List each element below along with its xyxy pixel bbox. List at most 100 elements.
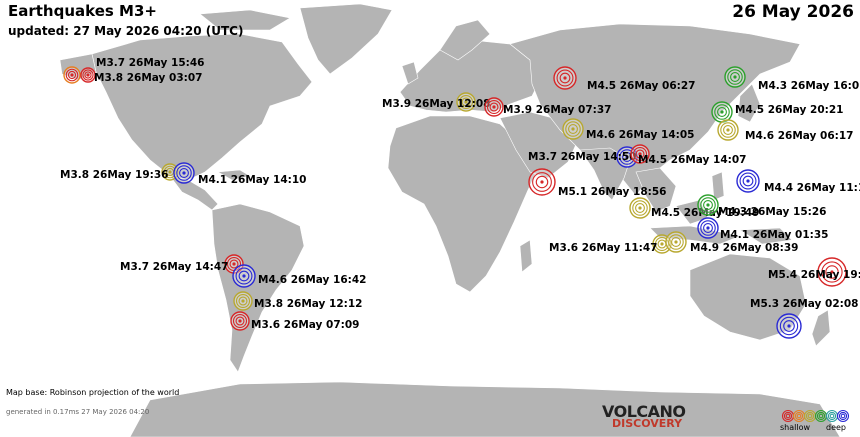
legend-shallow-label: shallow <box>780 423 811 432</box>
generated-note: generated in 0.17ms 27 May 2026 04:20 <box>6 408 150 416</box>
greenland <box>299 3 393 75</box>
quake-label: M3.6 26May 11:47 <box>549 242 657 254</box>
quake-label: M5.3 26May 02:08 <box>750 298 858 310</box>
quake-marker[interactable]: M4.1 26May 01:35 <box>697 217 828 241</box>
quake-ring <box>238 296 248 306</box>
quake-marker[interactable]: M4.3 26May 16:01 <box>724 66 860 92</box>
quake-marker[interactable]: M3.9 26May 07:37 <box>484 97 611 117</box>
quake-center <box>733 75 737 79</box>
quake-ring <box>235 293 251 309</box>
quake-ring <box>65 68 79 82</box>
south-america <box>211 203 305 373</box>
quake-ring <box>720 122 736 138</box>
legend-depth-ring <box>794 411 804 421</box>
quake-marker[interactable]: M3.8 26May 19:36 <box>60 163 179 181</box>
quake-ring <box>783 320 795 332</box>
quake-marker[interactable]: M4.6 26May 14:05 <box>562 118 694 141</box>
quake-marker[interactable]: M4.6 26May 06:17 <box>717 119 853 142</box>
quake-center <box>86 73 90 77</box>
quake-label: M3.9 26May 07:37 <box>503 104 611 116</box>
quake-center <box>242 274 246 278</box>
legend-depth-ring <box>829 413 835 419</box>
quake-label: M3.9 26May 12:08 <box>382 98 490 110</box>
southeast-asia <box>635 167 677 213</box>
north-america <box>91 33 313 181</box>
quake-label: M4.9 26May 08:39 <box>690 242 798 254</box>
quake-label: M4.1 26May 14:10 <box>198 174 306 186</box>
quake-label: M5.1 26May 18:56 <box>558 186 666 198</box>
logo-volcano[interactable]: VOLCANO <box>602 402 686 421</box>
quake-label: M4.5 26May 14:07 <box>638 154 746 166</box>
logo-discovery[interactable]: DISCOVERY <box>612 417 683 430</box>
quake-ring <box>82 69 94 81</box>
quake-label: M3.8 26May 19:36 <box>60 169 168 181</box>
quake-center <box>746 179 750 183</box>
quake-label: M3.7 26May 14:47 <box>120 261 228 273</box>
quake-marker[interactable]: M3.6 26May 07:09 <box>230 311 359 331</box>
map-base-note: Map base: Robinson projection of the wor… <box>6 388 180 397</box>
quake-marker[interactable]: M5.3 26May 02:08 <box>750 298 858 339</box>
quake-ring <box>730 72 740 82</box>
quake-ring <box>632 200 648 216</box>
quake-marker[interactable]: M4.4 26May 11:16 <box>736 169 860 194</box>
quake-marker[interactable]: M3.9 26May 12:08 <box>382 92 490 112</box>
quake-marker[interactable]: M4.5 26May 19:49 <box>629 197 759 219</box>
quake-label: M3.6 26May 07:09 <box>251 319 359 331</box>
map-date: 26 May 2026 <box>732 2 854 22</box>
quake-marker[interactable]: M3.6 26May 11:47 <box>549 234 672 254</box>
quake-markers: M3.7 26May 15:46 M3.8 26May 03:07 M4.5 26M… <box>60 57 860 339</box>
antarctica <box>129 381 841 437</box>
quake-marker[interactable]: M4.1 26May 14:10 <box>173 162 306 186</box>
quake-marker[interactable]: M3.8 26May 12:12 <box>233 291 362 311</box>
quake-ring <box>458 94 474 110</box>
quake-ring <box>654 236 670 252</box>
quake-ring <box>461 97 471 107</box>
quake-ring <box>727 69 743 85</box>
quake-marker[interactable]: M4.5 26May 06:27 <box>553 66 695 92</box>
quake-label: M3.8 26May 12:12 <box>254 298 362 310</box>
quake-center <box>638 206 642 210</box>
quake-marker[interactable]: M3.7 26May 14:47 <box>120 254 244 274</box>
quake-ring <box>232 313 248 329</box>
legend-depth-ring <box>785 413 791 419</box>
quake-label: M4.6 26May 14:05 <box>586 129 694 141</box>
quake-ring <box>84 71 92 79</box>
quake-marker[interactable]: M3.7 26May 15:46 <box>63 57 204 84</box>
quake-ring <box>489 102 499 112</box>
quake-center <box>464 100 468 104</box>
quake-marker[interactable]: M4.9 26May 08:39 <box>665 231 798 254</box>
quake-ring <box>568 124 578 134</box>
scandinavia <box>439 19 491 61</box>
quake-marker[interactable]: M4.5 26May 20:21 <box>711 101 843 123</box>
quake-ring <box>703 200 713 210</box>
quake-ring <box>235 316 245 326</box>
australia <box>689 253 807 341</box>
quake-label: M4.5 26May 06:27 <box>587 80 695 92</box>
quake-label: M3.7 26May 15:46 <box>96 57 204 69</box>
quake-marker[interactable]: M4.5 26May 14:07 <box>630 144 746 166</box>
quake-center <box>563 76 567 80</box>
quake-ring <box>635 149 645 159</box>
quake-marker[interactable]: M5.4 26May 19: <box>768 257 860 287</box>
legend-depth-ring <box>805 411 815 421</box>
new-guinea <box>739 227 793 245</box>
legend-depth-ring <box>818 413 824 419</box>
quake-marker[interactable]: M5.1 26May 18:56 <box>528 168 666 198</box>
quake-ring <box>703 223 713 233</box>
new-zealand <box>811 309 831 347</box>
quake-label: M3.7 26May 14:50 <box>528 151 636 163</box>
quake-ring <box>535 175 549 189</box>
quake-ring <box>556 69 574 87</box>
quake-marker[interactable]: M4.6 26May 16:42 <box>232 264 366 288</box>
quake-center <box>540 180 544 184</box>
quake-ring <box>700 197 716 213</box>
quake-ring <box>486 99 502 115</box>
quake-label: M4.3 26May 16:01 <box>758 80 860 92</box>
quake-marker[interactable]: M3.8 26May 03:07 <box>80 67 202 84</box>
quake-label: M4.6 26May 16:42 <box>258 274 366 286</box>
caribbean <box>217 169 251 181</box>
map-title: Earthquakes M3+ <box>8 2 157 20</box>
quake-center <box>571 127 575 131</box>
quake-marker[interactable]: M4.3 26May 15:26 <box>697 194 826 218</box>
